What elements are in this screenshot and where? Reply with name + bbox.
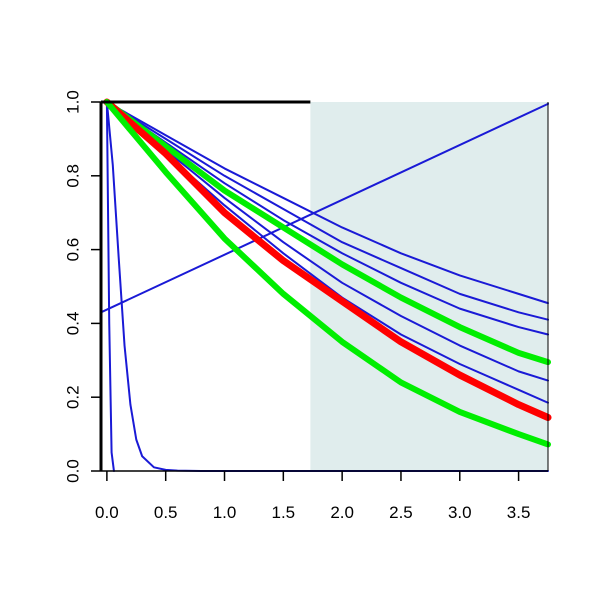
y-tick-label: 0.4 (64, 312, 83, 336)
shaded-region (310, 102, 548, 471)
series-line-6 (105, 101, 549, 336)
series-line-1 (105, 101, 115, 472)
x-tick-label: 0.0 (95, 503, 119, 522)
shaded-region-layer (310, 102, 548, 471)
series-line-10 (103, 98, 552, 421)
x-tick-label: 0.5 (154, 503, 178, 522)
x-tick-label: 2.0 (330, 503, 354, 522)
series-line-5 (105, 101, 549, 321)
x-tick-label: 1.5 (272, 503, 296, 522)
series-layer (100, 98, 552, 472)
x-tick-label: 3.0 (448, 503, 472, 522)
series-line-9 (103, 99, 551, 366)
x-tick-label: 2.5 (389, 503, 413, 522)
y-tick-label: 0.6 (64, 238, 83, 262)
x-axis: 0.0 0.5 1.0 1.5 2.0 2.5 3.0 3.5 (95, 471, 530, 522)
y-tick-label: 0.2 (64, 385, 83, 409)
series-line-11 (103, 99, 551, 448)
y-tick-label: 0.0 (64, 459, 83, 483)
y-tick-label: 1.0 (64, 90, 83, 114)
x-tick-label: 1.0 (213, 503, 237, 522)
x-tick-label: 3.5 (507, 503, 531, 522)
axis-layer (99, 100, 549, 472)
y-tick-label: 0.8 (64, 164, 83, 188)
series-line-3 (100, 102, 549, 314)
y-axis: 0.0 0.2 0.4 0.6 0.8 1.0 (64, 90, 101, 483)
series-line-4 (105, 101, 549, 305)
series-line-7 (105, 101, 549, 382)
